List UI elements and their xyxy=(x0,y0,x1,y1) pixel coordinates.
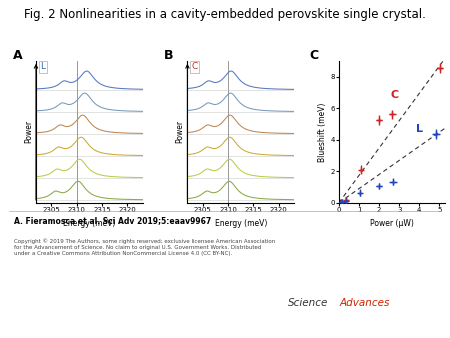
Y-axis label: Power: Power xyxy=(176,120,184,143)
X-axis label: Power (μW): Power (μW) xyxy=(370,219,414,227)
Y-axis label: Blueshift (meV): Blueshift (meV) xyxy=(319,102,328,162)
Text: L: L xyxy=(416,124,423,134)
X-axis label: Energy (meV): Energy (meV) xyxy=(215,219,267,227)
Text: Copyright © 2019 The Authors, some rights reserved; exclusive licensee American : Copyright © 2019 The Authors, some right… xyxy=(14,238,275,256)
X-axis label: Energy (meV): Energy (meV) xyxy=(63,219,116,227)
Text: C: C xyxy=(309,49,318,63)
Text: A: A xyxy=(13,49,22,63)
Y-axis label: Power: Power xyxy=(24,120,33,143)
Text: B: B xyxy=(164,49,173,63)
Text: Fig. 2 Nonlinearities in a cavity-embedded perovskite single crystal.: Fig. 2 Nonlinearities in a cavity-embedd… xyxy=(24,8,426,21)
Text: C: C xyxy=(192,62,198,71)
Text: Science: Science xyxy=(288,297,328,308)
Text: C: C xyxy=(390,90,398,100)
Text: L: L xyxy=(40,62,45,71)
Text: Advances: Advances xyxy=(340,297,390,308)
Text: A. Fieramosca et al. Sci Adv 2019;5:eaav9967: A. Fieramosca et al. Sci Adv 2019;5:eaav… xyxy=(14,216,211,225)
